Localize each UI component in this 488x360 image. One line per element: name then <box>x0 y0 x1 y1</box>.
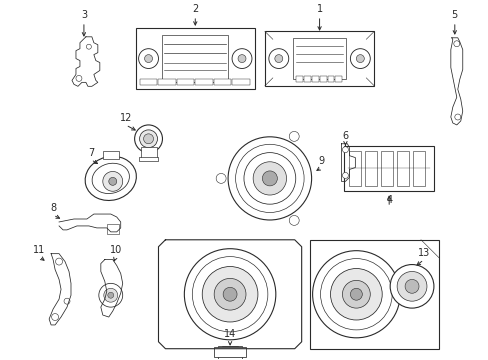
Circle shape <box>64 298 70 304</box>
Text: 1: 1 <box>316 4 322 14</box>
Circle shape <box>453 41 459 47</box>
Circle shape <box>262 171 277 186</box>
Circle shape <box>330 269 382 320</box>
Circle shape <box>144 55 152 63</box>
Circle shape <box>227 137 311 220</box>
Circle shape <box>52 314 59 320</box>
Bar <box>213 80 231 85</box>
Circle shape <box>342 280 369 308</box>
Bar <box>327 76 334 82</box>
Bar <box>344 146 433 191</box>
Circle shape <box>274 55 282 63</box>
Text: 6: 6 <box>342 131 348 141</box>
Ellipse shape <box>92 163 129 194</box>
Circle shape <box>268 49 288 68</box>
Bar <box>214 347 245 357</box>
Text: 3: 3 <box>81 10 87 20</box>
Text: 11: 11 <box>33 245 45 255</box>
Text: 12: 12 <box>119 113 132 123</box>
Circle shape <box>202 266 257 322</box>
Circle shape <box>192 257 267 332</box>
Circle shape <box>103 288 118 302</box>
Bar <box>162 35 227 82</box>
Circle shape <box>223 287 237 301</box>
Bar <box>158 80 175 85</box>
Circle shape <box>244 153 295 204</box>
Circle shape <box>350 49 369 68</box>
Text: 13: 13 <box>417 248 429 258</box>
Circle shape <box>320 258 391 330</box>
Circle shape <box>389 265 433 308</box>
Circle shape <box>356 55 364 63</box>
Circle shape <box>342 172 347 179</box>
Circle shape <box>143 134 153 144</box>
Circle shape <box>404 279 418 293</box>
Text: 9: 9 <box>318 156 324 166</box>
Circle shape <box>107 292 114 298</box>
Bar <box>311 76 318 82</box>
Bar <box>319 76 326 82</box>
Bar <box>232 80 249 85</box>
Circle shape <box>350 288 362 300</box>
Text: 2: 2 <box>192 4 198 14</box>
Circle shape <box>214 278 245 310</box>
Text: 4: 4 <box>386 195 391 205</box>
Circle shape <box>289 216 299 225</box>
Circle shape <box>454 114 460 120</box>
Circle shape <box>289 131 299 141</box>
Circle shape <box>312 251 399 338</box>
Circle shape <box>139 130 157 148</box>
Circle shape <box>99 283 122 307</box>
Bar <box>264 31 373 86</box>
Circle shape <box>138 49 158 68</box>
Bar <box>349 151 361 186</box>
Bar <box>195 80 212 85</box>
Text: 5: 5 <box>451 10 457 20</box>
Text: 14: 14 <box>224 329 236 339</box>
Bar <box>396 151 408 186</box>
Circle shape <box>216 174 225 183</box>
Bar <box>139 80 157 85</box>
Circle shape <box>134 125 162 153</box>
Bar <box>141 147 156 157</box>
Bar <box>335 76 342 82</box>
Text: 10: 10 <box>109 245 122 255</box>
Bar <box>176 80 194 85</box>
Bar <box>303 76 310 82</box>
Bar <box>102 151 119 159</box>
Bar <box>106 224 119 234</box>
Circle shape <box>253 162 286 195</box>
Bar <box>365 151 376 186</box>
Circle shape <box>184 249 275 340</box>
Bar <box>218 346 242 360</box>
Circle shape <box>86 44 91 49</box>
Circle shape <box>102 171 122 191</box>
Circle shape <box>56 258 62 265</box>
Bar <box>412 151 424 186</box>
Circle shape <box>396 271 426 301</box>
Text: 8: 8 <box>50 203 56 213</box>
Bar <box>292 38 346 79</box>
Text: 7: 7 <box>87 148 94 158</box>
Circle shape <box>108 177 117 185</box>
Bar <box>309 240 438 349</box>
Circle shape <box>232 49 251 68</box>
Bar <box>295 76 302 82</box>
Bar <box>135 28 254 89</box>
Circle shape <box>235 144 304 212</box>
Circle shape <box>238 55 245 63</box>
Circle shape <box>342 147 347 153</box>
Ellipse shape <box>85 156 136 201</box>
Circle shape <box>76 76 82 81</box>
Bar <box>381 151 392 186</box>
